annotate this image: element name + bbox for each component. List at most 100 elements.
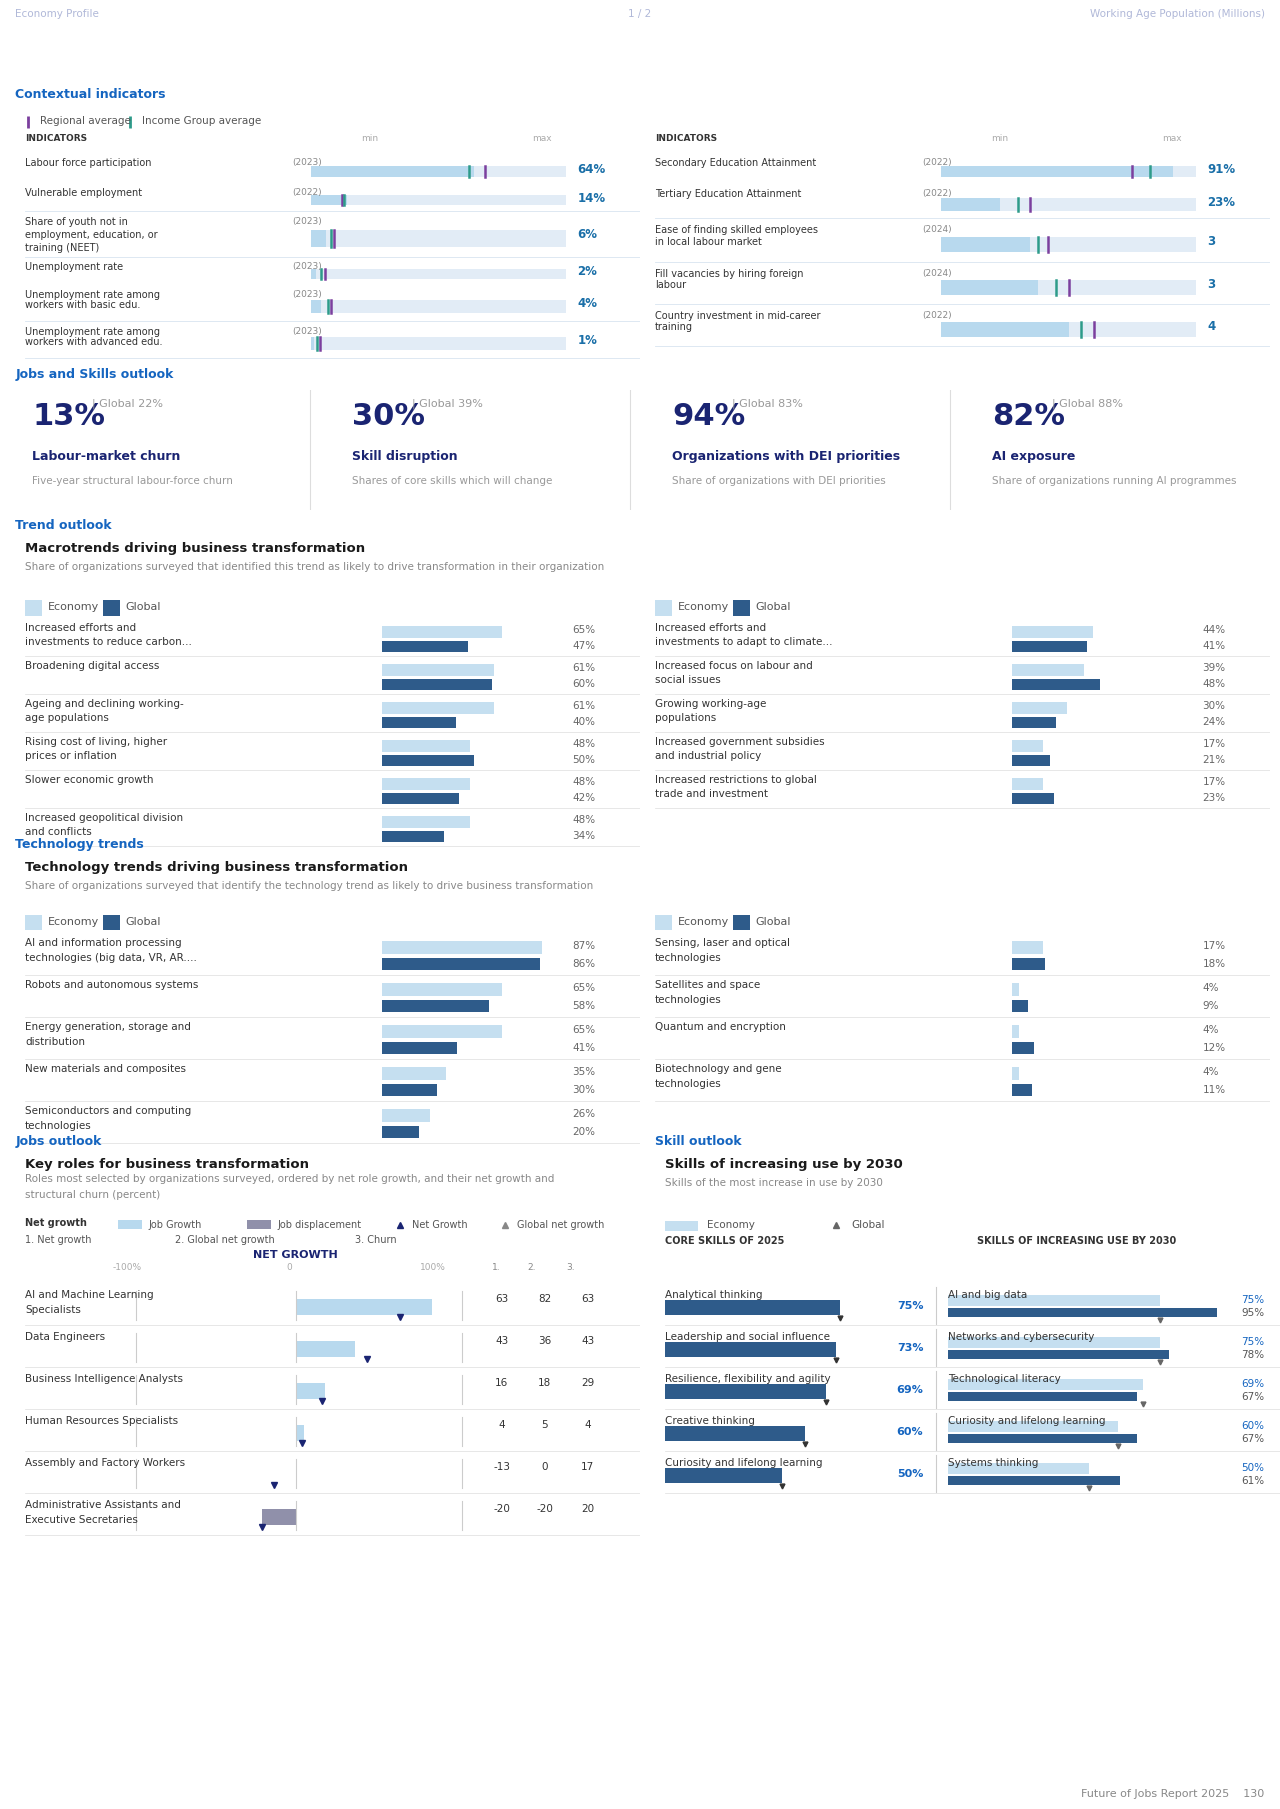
- Text: 41%: 41%: [1202, 642, 1225, 651]
- Text: 60%: 60%: [1242, 1422, 1265, 1431]
- Bar: [1011, 702, 1068, 715]
- Text: 7.6: 7.6: [1201, 38, 1265, 72]
- Bar: [941, 237, 1197, 253]
- Text: Working Age Population (Millions): Working Age Population (Millions): [1089, 9, 1265, 20]
- Text: (2023): (2023): [293, 327, 323, 336]
- Text: Labour force participation: Labour force participation: [26, 157, 151, 168]
- Text: Energy generation, storage and: Energy generation, storage and: [26, 1022, 191, 1033]
- Text: 41%: 41%: [572, 1042, 595, 1053]
- Bar: [941, 322, 1197, 336]
- Text: 87%: 87%: [572, 941, 595, 952]
- Text: Share of organizations surveyed that identified this trend as likely to drive tr: Share of organizations surveyed that ide…: [26, 563, 604, 572]
- Text: 34%: 34%: [572, 832, 595, 841]
- Text: 12%: 12%: [1202, 1042, 1225, 1053]
- Text: Share of organizations running AI programmes: Share of organizations running AI progra…: [992, 476, 1236, 487]
- Text: Rising cost of living, higher: Rising cost of living, higher: [26, 738, 168, 747]
- Text: 30%: 30%: [1202, 702, 1225, 711]
- Text: Skills of increasing use by 2030: Skills of increasing use by 2030: [666, 1158, 902, 1170]
- Text: Ease of finding skilled employees: Ease of finding skilled employees: [655, 224, 818, 235]
- Text: 91%: 91%: [1207, 163, 1235, 175]
- Bar: [381, 640, 468, 653]
- Text: 63: 63: [495, 1293, 508, 1304]
- Text: -100%: -100%: [113, 1263, 142, 1272]
- Text: 26%: 26%: [572, 1109, 595, 1118]
- Text: 58%: 58%: [572, 1000, 595, 1011]
- Text: 4: 4: [585, 1420, 591, 1431]
- Bar: [311, 195, 347, 204]
- Text: 36: 36: [538, 1337, 552, 1346]
- Bar: [948, 1350, 1169, 1359]
- Text: 4: 4: [498, 1420, 504, 1431]
- Bar: [666, 1342, 836, 1357]
- Text: 65%: 65%: [572, 626, 595, 635]
- Text: 20%: 20%: [572, 1127, 595, 1136]
- Bar: [1011, 792, 1055, 805]
- Text: Job Growth: Job Growth: [148, 1219, 201, 1230]
- Text: 95%: 95%: [1242, 1308, 1265, 1317]
- Text: 3: 3: [1207, 279, 1216, 291]
- Bar: [941, 166, 1174, 177]
- Text: (2022): (2022): [923, 188, 952, 197]
- Text: Growing working-age: Growing working-age: [655, 700, 767, 709]
- Text: training (NEET): training (NEET): [26, 242, 100, 253]
- Text: -13: -13: [493, 1462, 511, 1473]
- Bar: [948, 1378, 1143, 1389]
- Text: 30%: 30%: [352, 402, 425, 431]
- Text: Curiosity and lifelong learning: Curiosity and lifelong learning: [948, 1415, 1106, 1425]
- Text: (2023): (2023): [293, 157, 323, 166]
- Text: Economy: Economy: [677, 917, 728, 926]
- Text: 17%: 17%: [1202, 740, 1225, 749]
- Text: AI exposure: AI exposure: [992, 450, 1075, 463]
- Text: 14%: 14%: [577, 192, 605, 204]
- Bar: [296, 1299, 431, 1315]
- Text: 39%: 39%: [1202, 664, 1225, 673]
- Text: (2023): (2023): [293, 217, 323, 226]
- Bar: [948, 1463, 1089, 1474]
- Text: Five-year structural labour-force churn: Five-year structural labour-force churn: [32, 476, 233, 487]
- Text: Future of Jobs Report 2025    130: Future of Jobs Report 2025 130: [1082, 1789, 1265, 1798]
- Text: max: max: [532, 134, 552, 143]
- Text: investments to reduce carbon...: investments to reduce carbon...: [26, 637, 192, 646]
- Text: Business Intelligence Analysts: Business Intelligence Analysts: [26, 1373, 183, 1384]
- Text: workers with basic edu.: workers with basic edu.: [26, 300, 141, 311]
- Bar: [311, 336, 314, 351]
- Bar: [666, 1469, 782, 1483]
- Text: social issues: social issues: [655, 675, 721, 684]
- Bar: [381, 626, 502, 639]
- Text: 67%: 67%: [1242, 1435, 1265, 1444]
- Bar: [941, 199, 1000, 212]
- Text: (2024): (2024): [923, 268, 952, 277]
- Bar: [381, 1067, 447, 1080]
- Text: Systems thinking: Systems thinking: [948, 1458, 1038, 1467]
- Bar: [1011, 1024, 1019, 1038]
- Bar: [948, 1476, 1120, 1485]
- Text: Czech Republic: Czech Republic: [15, 38, 323, 72]
- Text: 43: 43: [581, 1337, 594, 1346]
- Text: 61%: 61%: [1242, 1476, 1265, 1485]
- Text: Fill vacancies by hiring foreign: Fill vacancies by hiring foreign: [655, 268, 804, 279]
- Bar: [655, 601, 672, 615]
- Text: 17: 17: [581, 1462, 594, 1473]
- Bar: [311, 195, 566, 204]
- Text: 61%: 61%: [572, 702, 595, 711]
- Text: 23%: 23%: [1202, 794, 1225, 803]
- Text: Increased focus on labour and: Increased focus on labour and: [655, 662, 813, 671]
- Text: and conflicts: and conflicts: [26, 827, 92, 836]
- Text: 75%: 75%: [897, 1301, 923, 1312]
- Text: Skill outlook: Skill outlook: [655, 1134, 742, 1149]
- Text: min: min: [361, 134, 378, 143]
- Text: Global: Global: [755, 917, 791, 926]
- Bar: [733, 915, 750, 930]
- Text: 2%: 2%: [577, 266, 598, 279]
- Text: 4%: 4%: [1202, 982, 1219, 993]
- Text: max: max: [1162, 134, 1181, 143]
- Bar: [948, 1391, 1138, 1402]
- Text: Broadening digital access: Broadening digital access: [26, 662, 160, 671]
- Bar: [296, 1382, 325, 1398]
- Text: 35%: 35%: [572, 1067, 595, 1076]
- Text: 1. Net growth: 1. Net growth: [26, 1236, 91, 1245]
- Text: (2023): (2023): [293, 262, 323, 271]
- Text: Contextual indicators: Contextual indicators: [15, 89, 166, 101]
- Text: Global net growth: Global net growth: [517, 1219, 604, 1230]
- Text: 42%: 42%: [572, 794, 595, 803]
